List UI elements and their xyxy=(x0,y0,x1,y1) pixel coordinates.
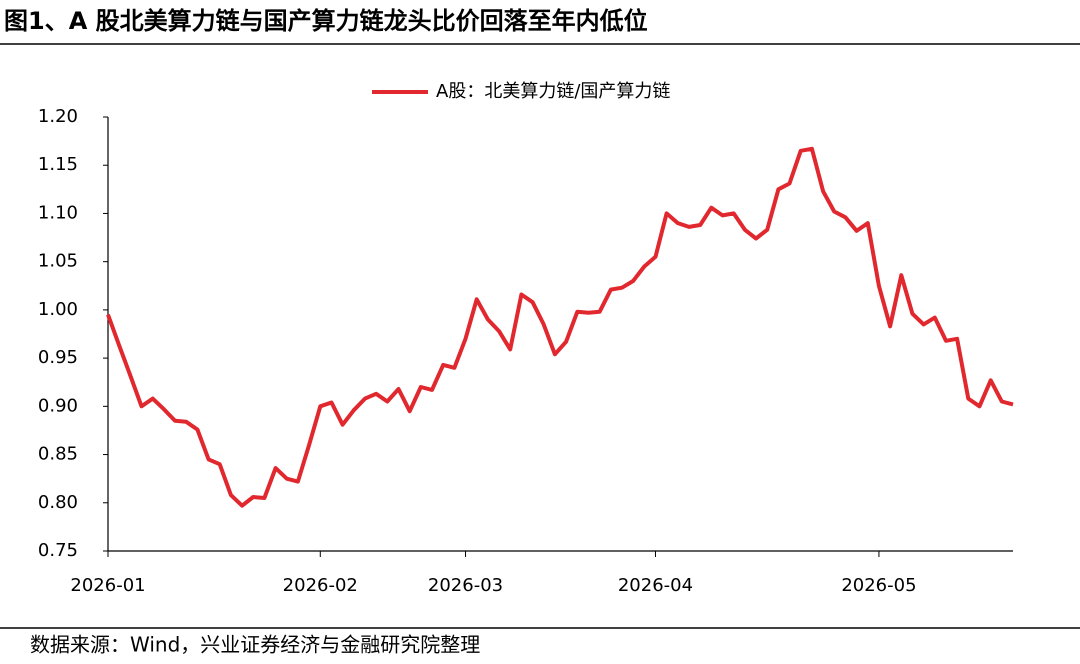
data-line xyxy=(106,146,1014,508)
x-tick-label: 2026-03 xyxy=(428,575,503,596)
y-tick-label: 0.90 xyxy=(38,395,78,416)
y-tick-label: 0.85 xyxy=(38,444,78,465)
y-tick-label: 1.20 xyxy=(38,106,78,127)
y-tick-label: 0.95 xyxy=(38,347,78,368)
y-tick-label: 0.75 xyxy=(38,540,78,561)
y-tick-label: 1.00 xyxy=(38,299,78,320)
y-tick-label: 0.80 xyxy=(38,492,78,513)
x-tick-label: 2026-02 xyxy=(283,575,358,596)
source-note: 数据来源：Wind，兴业证券经济与金融研究院整理 xyxy=(30,633,480,657)
x-tick-label: 2026-05 xyxy=(841,575,916,596)
x-tick-label: 2026-04 xyxy=(618,575,693,596)
y-tick-label: 1.15 xyxy=(38,154,78,175)
x-tick-label: 2026-01 xyxy=(70,575,145,596)
legend-label: A股：北美算力链/国产算力链 xyxy=(436,81,670,102)
y-tick-label: 1.10 xyxy=(38,202,78,223)
y-tick-label: 1.05 xyxy=(38,251,78,272)
chart-title: 图1、A 股北美算力链与国产算力链龙头比价回落至年内低位 xyxy=(4,7,648,35)
